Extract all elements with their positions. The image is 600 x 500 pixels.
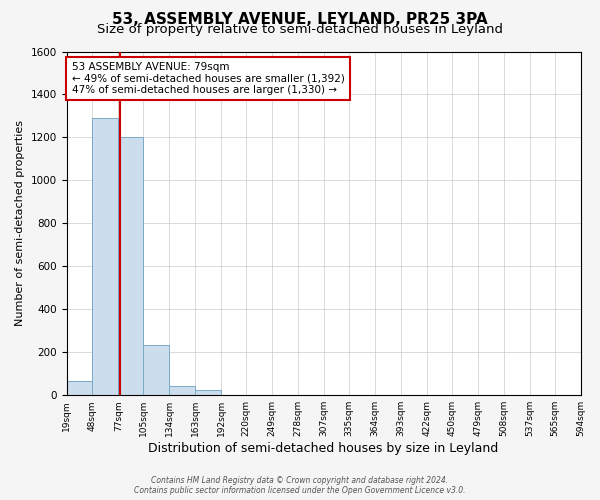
Bar <box>67 381 92 395</box>
Bar <box>143 344 169 395</box>
Bar <box>169 386 195 395</box>
Text: Contains HM Land Registry data © Crown copyright and database right 2024.
Contai: Contains HM Land Registry data © Crown c… <box>134 476 466 495</box>
Y-axis label: Number of semi-detached properties: Number of semi-detached properties <box>15 120 25 326</box>
Bar <box>195 390 221 395</box>
X-axis label: Distribution of semi-detached houses by size in Leyland: Distribution of semi-detached houses by … <box>148 442 499 455</box>
Bar <box>118 138 143 395</box>
Text: Size of property relative to semi-detached houses in Leyland: Size of property relative to semi-detach… <box>97 22 503 36</box>
Bar <box>92 118 118 395</box>
Text: 53, ASSEMBLY AVENUE, LEYLAND, PR25 3PA: 53, ASSEMBLY AVENUE, LEYLAND, PR25 3PA <box>112 12 488 28</box>
Text: 53 ASSEMBLY AVENUE: 79sqm
← 49% of semi-detached houses are smaller (1,392)
47% : 53 ASSEMBLY AVENUE: 79sqm ← 49% of semi-… <box>71 62 344 95</box>
